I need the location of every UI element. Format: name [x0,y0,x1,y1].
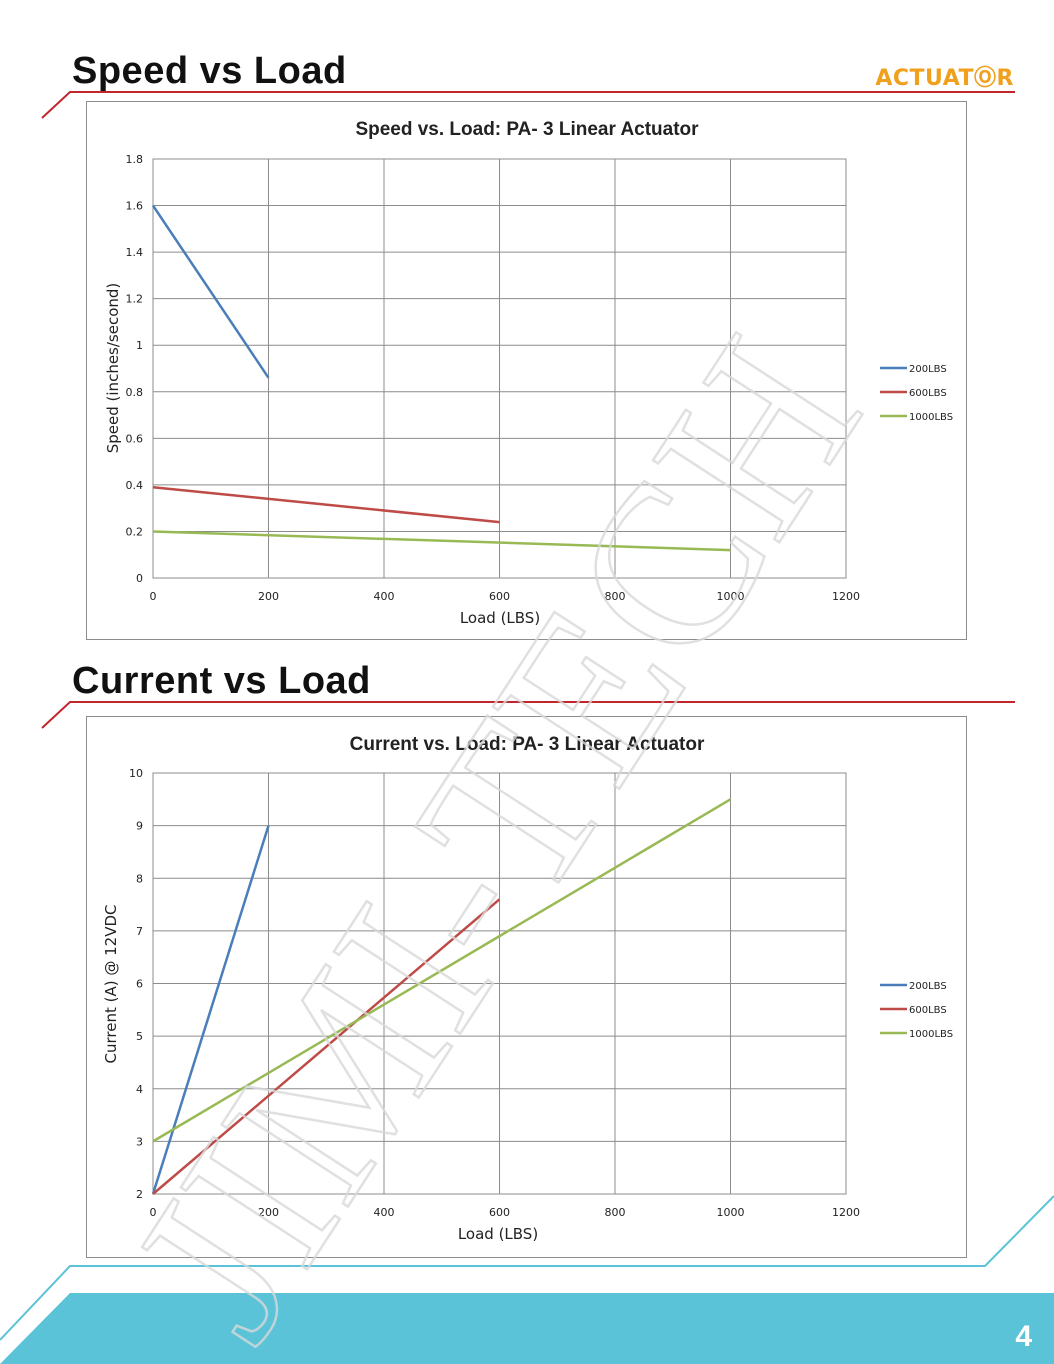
legend-label: 200LBS [909,981,947,992]
y-tick-label: 9 [136,820,143,833]
x-tick-label: 800 [605,1206,626,1219]
x-tick-label: 0 [150,590,157,603]
chart-title: Speed vs. Load: PA- 3 Linear Actuator [355,119,699,140]
x-tick-label: 600 [489,1206,510,1219]
y-tick-label: 1.2 [126,293,144,306]
y-tick-label: 1.6 [126,200,144,213]
x-tick-label: 0 [150,1206,157,1219]
series-line [152,530,731,552]
actuator-logo: ACTUATⓄR [875,66,1014,91]
speed-chart-panel: Speed vs. Load: PA- 3 Linear Actuator 0 2… [86,101,967,640]
current-chart-panel: Current vs. Load: PA- 3 Linear Actuator … [86,716,967,1258]
y-tick-label: 0.4 [126,479,144,492]
x-tick-label: 1000 [717,1206,745,1219]
y-tick-label: 3 [136,1135,143,1148]
section-title-speed: Speed vs Load [72,50,347,92]
y-tick-label: 4 [136,1083,143,1096]
y-tick-label: 0.2 [126,525,144,538]
x-tick-label: 200 [258,590,279,603]
x-tick-label: 1200 [832,1206,860,1219]
x-tick-label: 400 [374,1206,395,1219]
y-tick-label: 10 [129,767,143,780]
y-tick-label: 2 [136,1188,143,1201]
y-tick-label: 0 [136,572,143,585]
chart-title: Current vs. Load: PA- 3 Linear Actuator [350,734,705,755]
series-line [152,485,500,524]
x-axis-title: Load (LBS) [458,1225,538,1243]
legend-label: 1000LBS [909,1029,953,1040]
section-title-current: Current vs Load [72,660,371,702]
x-axis-title: Load (LBS) [460,609,540,627]
y-tick-label: 0.6 [126,432,144,445]
y-axis-title: Current (A) @ 12VDC [102,905,120,1064]
series-line [152,898,501,1195]
legend-label: 600LBS [909,388,947,399]
y-tick-label: 1.4 [126,246,144,259]
x-tick-label: 1000 [717,590,745,603]
y-tick-label: 5 [136,1030,143,1043]
series-line [151,204,270,379]
y-tick-label: 0.8 [126,386,144,399]
footer-band [0,1293,1054,1364]
y-tick-label: 8 [136,872,143,885]
y-tick-label: 1 [136,339,143,352]
y-axis-title: Speed (inches/second) [104,283,122,454]
y-tick-label: 1.8 [126,153,144,166]
x-tick-label: 1200 [832,590,860,603]
x-tick-label: 400 [374,590,395,603]
series-line [151,825,270,1195]
page-number: 4 [1015,1320,1032,1353]
legend-label: 200LBS [909,364,947,375]
y-tick-label: 7 [136,925,143,938]
y-tick-label: 6 [136,978,143,991]
series-line [152,798,732,1143]
speed-chart: Speed vs. Load: PA- 3 Linear Actuator 0 2… [104,119,953,627]
current-chart: Current vs. Load: PA- 3 Linear Actuator … [102,734,953,1243]
x-tick-label: 800 [605,590,626,603]
x-tick-label: 200 [258,1206,279,1219]
x-tick-label: 600 [489,590,510,603]
legend-label: 600LBS [909,1005,947,1016]
legend-label: 1000LBS [909,412,953,423]
